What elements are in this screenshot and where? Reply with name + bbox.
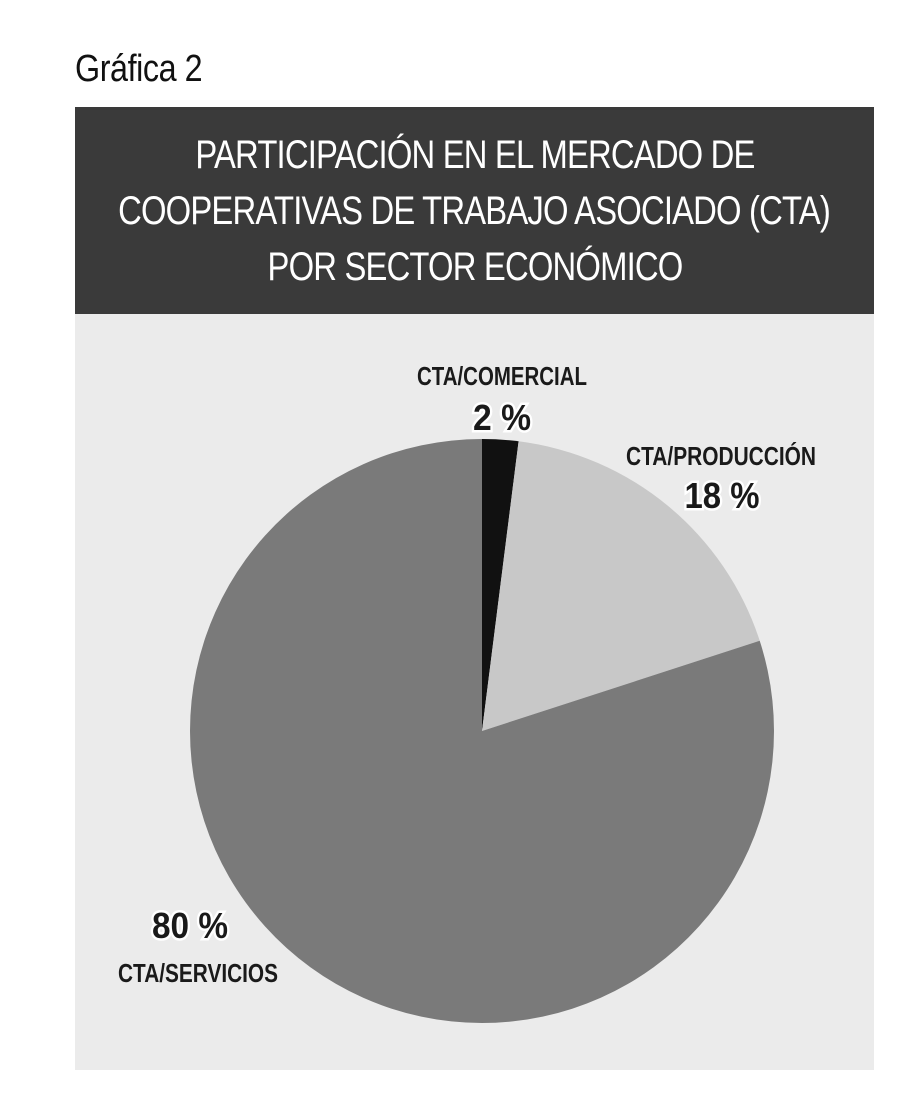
pie-slice-comercial — [482, 439, 519, 731]
chart-title: PARTICIPACIÓN EN EL MERCADO DE COOPERATI… — [75, 107, 874, 314]
slice-label-produccion: CTA/PRODUCCIÓN 18 % — [626, 441, 816, 519]
slice-name-servicios: CTA/SERVICIOS — [118, 958, 278, 988]
slice-name-comercial: CTA/COMERCIAL — [417, 361, 587, 391]
slice-label-servicios: 80 % CTA/SERVICIOS — [118, 903, 278, 989]
chart-title-line-2: COOPERATIVAS DE TRABAJO ASOCIADO (CTA) — [118, 188, 832, 233]
figure-label: Gráfica 2 — [75, 48, 203, 90]
chart-title-line-1: PARTICIPACIÓN EN EL MERCADO DE — [194, 132, 755, 177]
pie-slice-produccion — [482, 441, 760, 731]
chart-title-line-3: POR SECTOR ECONÓMICO — [267, 244, 683, 289]
slice-name-produccion: CTA/PRODUCCIÓN — [626, 441, 816, 471]
slice-value-produccion: 18 % — [685, 475, 760, 516]
pie-slice-servicios — [190, 439, 775, 1023]
slice-value-comercial: 2 % — [473, 397, 531, 438]
slice-label-comercial: CTA/COMERCIAL 2 % — [417, 361, 587, 441]
slice-value-servicios: 80 % — [152, 905, 228, 946]
